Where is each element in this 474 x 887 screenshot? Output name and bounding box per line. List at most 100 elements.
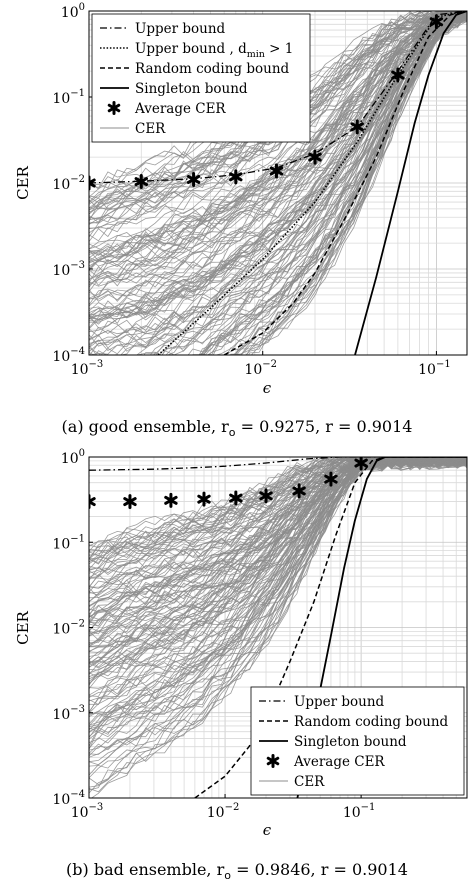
legend-label: Average CER <box>293 754 385 770</box>
cer-curve <box>89 457 467 661</box>
y-tick-label: 10−2 <box>52 174 85 193</box>
cer-curve <box>135 18 467 355</box>
caption-b-rest: = 0.9846, r = 0.9014 <box>231 860 408 879</box>
series-line-solid <box>354 11 467 355</box>
cer-curve <box>89 11 467 250</box>
y-axis-label: CER <box>14 165 32 199</box>
average-cer-marker <box>186 171 201 187</box>
average-cer-marker <box>197 491 211 507</box>
legend-label: Average CER <box>134 101 226 117</box>
cer-curve <box>89 457 467 653</box>
y-tick-label: 10−1 <box>52 88 85 107</box>
cer-curve <box>200 16 467 355</box>
y-tick-label: 10−4 <box>52 789 85 808</box>
series-line-dashdot <box>89 11 467 184</box>
cer-curve <box>89 11 467 288</box>
x-tick-label: 10−1 <box>343 802 376 821</box>
cer-curve <box>89 12 467 347</box>
legend-item: Upper bound <box>100 21 226 37</box>
average-cer-marker <box>229 490 243 506</box>
average-cer-marker <box>259 488 273 504</box>
cer-curve <box>89 11 467 323</box>
y-tick-label: 10−2 <box>52 619 85 638</box>
legend-item: CER <box>100 121 166 137</box>
cer-curve <box>248 14 467 355</box>
legend-label: Singleton bound <box>135 81 248 97</box>
cer-curve <box>89 11 467 321</box>
average-cer-marker <box>354 457 368 471</box>
legend: Upper bound Random coding bound Singleton … <box>250 686 465 796</box>
cer-curve <box>89 11 467 355</box>
legend-label: Upper bound , dmin > 1 <box>135 41 293 60</box>
legend-item: Random coding bound <box>100 61 290 77</box>
legend-label: CER <box>135 121 166 137</box>
y-tick-label: 100 <box>61 2 85 21</box>
cer-curve <box>89 11 467 256</box>
legend-label: Upper bound <box>294 694 385 710</box>
cer-curve <box>89 457 467 552</box>
series-line-dashed <box>194 457 467 798</box>
cer-curve <box>89 457 467 671</box>
x-tick-label: 10−3 <box>71 359 104 378</box>
cer-curve <box>161 11 467 355</box>
legend-marker <box>266 754 280 768</box>
legend-label: Singleton bound <box>294 734 407 750</box>
y-axis-label: CER <box>14 610 32 644</box>
cer-curve <box>89 457 467 648</box>
cer-curve <box>89 457 467 599</box>
cer-curve <box>89 11 467 270</box>
average-cer-marker <box>350 119 364 135</box>
cer-curve <box>89 11 467 271</box>
y-tick-label: 100 <box>61 448 85 467</box>
cer-curve <box>89 11 467 230</box>
caption-a-text: (a) good ensemble, r <box>62 417 230 436</box>
average-cer-marker <box>429 14 444 30</box>
average-cer-marker <box>89 494 96 510</box>
cer-curve <box>89 457 467 726</box>
cer-curve <box>89 457 467 580</box>
y-tick-label: 10−3 <box>52 704 85 723</box>
legend-box <box>91 13 311 143</box>
cer-curve <box>89 457 467 685</box>
legend-item: Average CER <box>107 101 226 117</box>
x-tick-label: 10−2 <box>244 359 277 378</box>
average-cer-marker <box>164 492 178 508</box>
legend-item: Upper bound <box>259 694 385 710</box>
legend-item: Average CER <box>266 754 385 770</box>
cer-curve <box>250 11 467 355</box>
cer-curve <box>234 20 467 355</box>
caption-a: (a) good ensemble, ro = 0.9275, r = 0.90… <box>62 417 413 439</box>
cer-curve <box>89 11 467 279</box>
legend-item: Upper bound , dmin > 1 <box>100 41 293 60</box>
legend: Upper bound Upper bound , dmin > 1Random … <box>91 13 311 143</box>
legend-item: Singleton bound <box>100 81 248 97</box>
cer-curve <box>89 457 467 589</box>
cer-curve <box>89 457 467 732</box>
cer-curve <box>89 457 467 730</box>
cer-curve <box>89 457 467 617</box>
legend-item: Singleton bound <box>259 734 407 750</box>
average-cer-marker <box>308 149 322 165</box>
cer-curve <box>89 457 467 557</box>
cer-band <box>89 11 467 355</box>
caption-b: (b) bad ensemble, ro = 0.9846, r = 0.901… <box>66 860 408 882</box>
cer-curve <box>158 11 467 355</box>
cer-curve <box>89 11 467 317</box>
cer-curve <box>89 457 467 599</box>
x-tick-label: 10−3 <box>71 802 104 821</box>
average-cer-marker <box>324 471 338 487</box>
cer-curve <box>89 457 467 647</box>
average-cer-marker <box>123 494 137 510</box>
average-cer-marker <box>229 169 243 185</box>
cer-curve <box>226 16 467 355</box>
average-cer-marker <box>89 175 96 191</box>
cer-curve <box>89 457 467 547</box>
cer-curve <box>89 13 467 267</box>
x-tick-label: 10−2 <box>207 802 240 821</box>
cer-curve <box>89 457 467 563</box>
series-line-dotted <box>157 11 467 355</box>
series-line-dashdot <box>89 457 467 471</box>
